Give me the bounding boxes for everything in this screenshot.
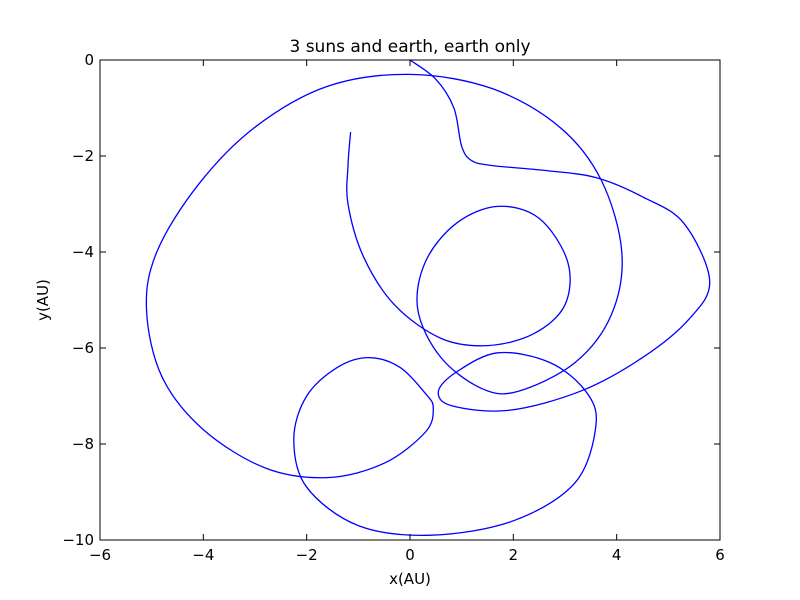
y-tick-label: −2 — [72, 147, 94, 165]
x-tick-label: −6 — [89, 546, 111, 564]
y-tick-label: 0 — [84, 51, 94, 69]
series-line-0 — [145, 59, 711, 536]
y-tick-label: −8 — [72, 435, 94, 453]
x-tick-label: −2 — [296, 546, 318, 564]
plot-area — [145, 59, 711, 536]
plot-frame — [99, 59, 721, 541]
x-tick-label: −4 — [192, 546, 214, 564]
y-tick-label: −4 — [72, 243, 94, 261]
x-tick-label: 0 — [405, 546, 415, 564]
y-tick-label: −10 — [62, 531, 94, 549]
x-tick-label: 4 — [612, 546, 622, 564]
x-tick-label: 6 — [715, 546, 725, 564]
y-tick-label: −6 — [72, 339, 94, 357]
x-axis-label: x(AU) — [389, 570, 431, 588]
chart-title: 3 suns and earth, earth only — [289, 37, 530, 57]
y-axis-label: y(AU) — [34, 279, 52, 321]
x-tick-label: 2 — [509, 546, 519, 564]
axis-ticks: −6 −4 −2 0 2 4 6 0 −2 −4 −6 −8 −10 — [62, 51, 724, 564]
